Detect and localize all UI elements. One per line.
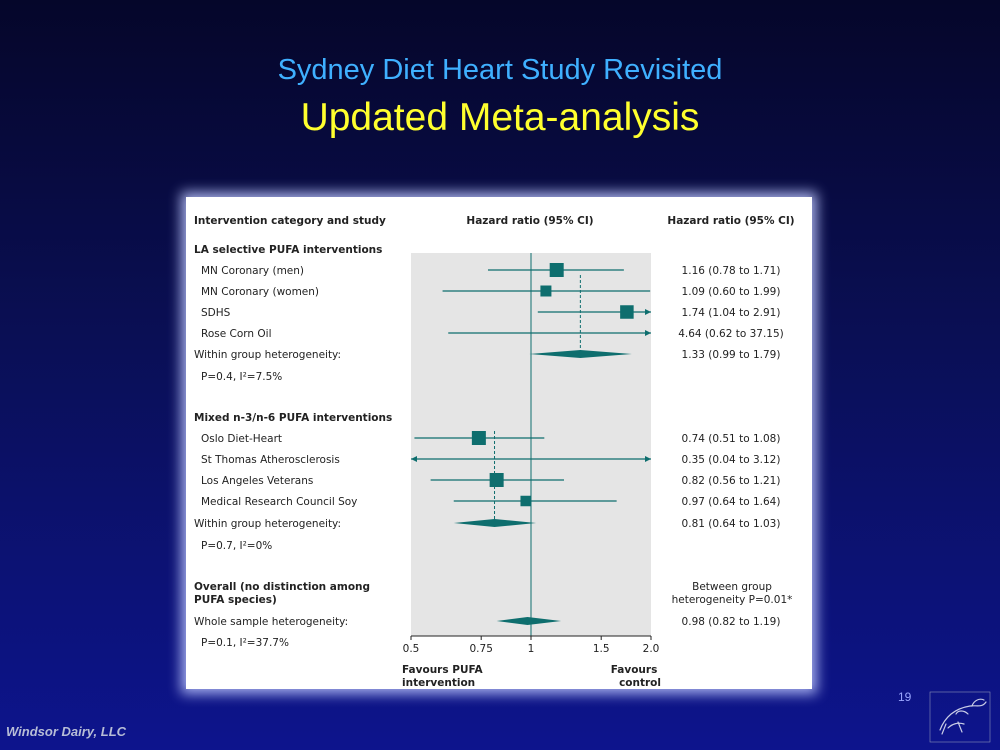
point-estimate	[471, 431, 486, 445]
favours-right-label: Favours control	[611, 664, 661, 689]
ci-arrow-right	[645, 456, 651, 462]
study-name: SDHS	[201, 307, 231, 319]
tick-label: 1	[528, 643, 535, 655]
ci-label: 1.16 (0.78 to 1.71)	[682, 265, 781, 277]
point-estimate	[520, 495, 531, 507]
cow-logo-icon	[929, 691, 991, 743]
favours-right-line2: control	[619, 677, 661, 689]
footer-brand: Windsor Dairy, LLC	[6, 724, 127, 739]
point-estimate	[549, 263, 564, 277]
favours-left-line1: Favours PUFA	[402, 664, 483, 676]
point-estimate	[489, 473, 504, 487]
slide-title: Sydney Diet Heart Study Revisited	[277, 54, 723, 86]
between-group-line2: heterogeneity P=0.01*	[672, 594, 793, 606]
header-hr-plot: Hazard ratio (95% CI)	[466, 215, 593, 227]
ci-label-pooled: 1.33 (0.99 to 1.79)	[682, 349, 781, 361]
study-name: Rose Corn Oil	[201, 328, 272, 340]
tick-label: 0.5	[403, 643, 420, 655]
ci-arrow-right	[645, 330, 651, 336]
study-name: MN Coronary (men)	[201, 265, 304, 277]
ci-label: 0.97 (0.64 to 1.64)	[682, 496, 781, 508]
favours-left-line2: intervention	[402, 677, 475, 689]
tick-label: 0.75	[470, 643, 493, 655]
ci-arrow-left	[411, 456, 417, 462]
tick-label: 1.5	[593, 643, 610, 655]
favours-right-line1: Favours	[611, 664, 658, 676]
group-label-la: LA selective PUFA interventions	[194, 244, 382, 256]
header-study: Intervention category and study	[194, 215, 386, 227]
study-name: Los Angeles Veterans	[201, 475, 313, 487]
header-hr-text: Hazard ratio (95% CI)	[667, 215, 794, 227]
overall-label-line2: PUFA species)	[194, 594, 277, 606]
heterogeneity-stats: P=0.7, I²=0%	[201, 540, 272, 552]
study-name: Medical Research Council Soy	[201, 496, 357, 508]
heterogeneity-label: Whole sample heterogeneity:	[194, 616, 348, 628]
forest-plot-panel: Intervention category and study Hazard r…	[186, 197, 812, 689]
overall-label-line1: Overall (no distinction among	[194, 581, 370, 593]
study-name: Oslo Diet-Heart	[201, 433, 282, 445]
ci-arrow-right	[645, 309, 651, 315]
study-name: St Thomas Atherosclerosis	[201, 454, 340, 466]
point-estimate	[540, 285, 552, 297]
study-name: MN Coronary (women)	[201, 286, 319, 298]
ci-label: 1.09 (0.60 to 1.99)	[682, 286, 781, 298]
plot-marks	[410, 263, 652, 640]
heterogeneity-label: Within group heterogeneity:	[194, 349, 341, 361]
heterogeneity-stats: P=0.1, I²=37.7%	[201, 637, 289, 649]
tick-label: 2.0	[643, 643, 660, 655]
heterogeneity-label: Within group heterogeneity:	[194, 518, 341, 530]
pooled-diamond-mixed	[453, 519, 537, 527]
ci-label: 0.35 (0.04 to 3.12)	[682, 454, 781, 466]
ci-label: 0.74 (0.51 to 1.08)	[682, 433, 781, 445]
ci-label-pooled: 0.98 (0.82 to 1.19)	[682, 616, 781, 628]
page-number: 19	[898, 690, 912, 704]
ci-label: 4.64 (0.62 to 37.15)	[678, 328, 784, 340]
ci-label: 1.74 (1.04 to 2.91)	[682, 307, 781, 319]
ci-label-pooled: 0.81 (0.64 to 1.03)	[682, 518, 781, 530]
slide-subtitle: Updated Meta-analysis	[300, 96, 700, 139]
favours-left-label: Favours PUFA intervention	[402, 664, 486, 689]
pooled-diamond-la	[529, 350, 632, 358]
group-label-mixed: Mixed n-3/n-6 PUFA interventions	[194, 412, 392, 424]
between-group-line1: Between group	[692, 581, 772, 593]
forest-plot: Intervention category and study Hazard r…	[194, 215, 795, 689]
heterogeneity-stats: P=0.4, I²=7.5%	[201, 371, 282, 383]
ci-label: 0.82 (0.56 to 1.21)	[682, 475, 781, 487]
point-estimate	[620, 305, 634, 319]
pooled-diamond-overall	[496, 617, 562, 625]
